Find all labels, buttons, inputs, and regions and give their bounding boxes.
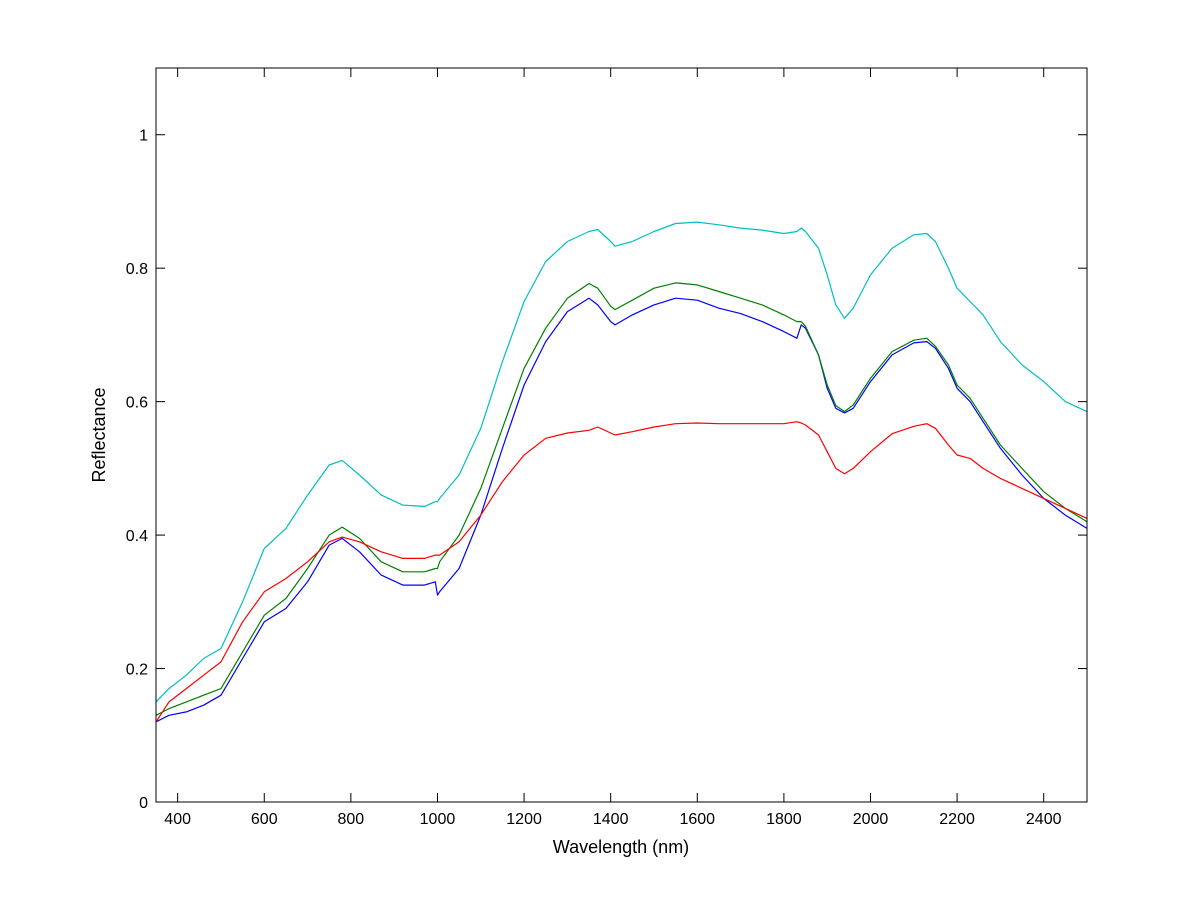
x-tick-label: 400 <box>164 811 191 828</box>
x-tick-label: 2400 <box>1026 811 1062 828</box>
plot-frame <box>155 67 1088 803</box>
series-line-1 <box>155 297 1088 723</box>
y-tick-label: 0.8 <box>126 261 148 278</box>
tick-layer: 400 600 800 1000 1200 1400 1600 1800 2000 2200 240… <box>126 68 1087 828</box>
y-tick-label: 0.2 <box>126 662 148 679</box>
y-tick-label: 0 <box>139 795 148 812</box>
x-axis-label: Wavelength (nm) <box>553 837 689 857</box>
series-line-4 <box>155 221 1088 703</box>
x-tick-label: 1200 <box>506 811 542 828</box>
series-line-2 <box>155 282 1088 716</box>
x-tick-label: 1600 <box>679 811 715 828</box>
y-tick-label: 0.6 <box>126 395 148 412</box>
x-tick-label: 1800 <box>766 811 802 828</box>
y-tick-label: 1 <box>139 128 148 145</box>
y-axis-label: Reflectance <box>89 387 109 482</box>
x-tick-label: 600 <box>251 811 278 828</box>
x-tick-label: 2000 <box>853 811 889 828</box>
series-line-3 <box>155 421 1088 723</box>
x-tick-label: 800 <box>338 811 365 828</box>
x-tick-label: 2200 <box>939 811 975 828</box>
y-tick-label: 0.4 <box>126 528 148 545</box>
x-tick-label: 1400 <box>593 811 629 828</box>
x-tick-label: 1000 <box>420 811 456 828</box>
series-layer <box>155 221 1088 723</box>
plot-area-background <box>156 68 1087 802</box>
